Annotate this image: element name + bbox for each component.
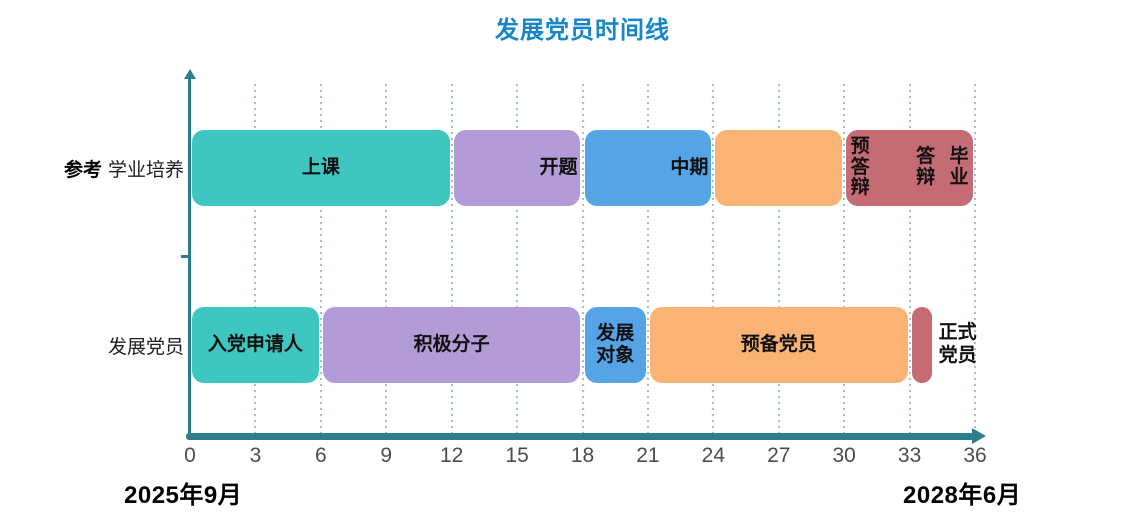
x-tick-label: 24 [701,444,725,467]
x-tick-label: 6 [314,444,327,467]
milestone-label: 毕业 [949,146,969,188]
end-date-label: 2028年6月 [903,482,1022,509]
gridline [385,84,388,434]
timeline-bar: 预备党员 [649,307,908,383]
gridline [516,84,519,434]
gridline [974,84,976,434]
x-tick-label: 36 [963,444,987,467]
gridline [777,84,780,434]
x-tick-label: 9 [380,444,393,467]
x-tick-label: 0 [184,444,196,467]
timeline-bar [715,130,843,206]
timeline-bar: 上课 [192,130,450,206]
x-axis-arrow [972,428,986,444]
bar-label-outside: 正式党员 [938,322,977,366]
timeline-bar: 入党申请人 [192,307,319,383]
gridline [843,84,846,434]
row-label-academic: 参考 学业培养 [0,130,184,206]
bar-label: 中期 [670,157,709,179]
chart-title: 发展党员时间线 [495,17,670,44]
x-tick-label: 12 [439,444,464,467]
gridline [254,84,257,434]
y-axis-tick [181,255,189,258]
x-tick-label: 21 [636,444,660,467]
timeline-bar: 发展对象 [584,307,646,383]
gridline [319,84,322,434]
row-label-text: 学业培养 [107,159,184,181]
x-tick-label: 30 [832,444,856,467]
y-axis [188,78,191,437]
row-label-prefix: 参考 [63,159,102,181]
bar-label: 预备党员 [740,334,817,356]
bar-label: 入党申请人 [207,334,303,356]
bar-label: 发展对象 [596,323,635,366]
start-date-label: 2025年9月 [124,482,243,509]
timeline-bar: 开题 [453,130,581,206]
gridline [581,84,584,434]
timeline-bar [846,130,973,206]
x-axis [186,433,974,440]
bar-label: 上课 [301,157,340,179]
row-label-text: 发展党员 [107,336,184,358]
gridline [646,84,649,434]
y-axis-arrow [184,69,196,79]
x-tick-label: 33 [897,444,922,467]
x-tick-label: 27 [767,444,791,467]
milestone-label: 答辩 [916,146,936,188]
gridline [712,84,715,434]
row-label-party: 发展党员 [0,307,184,383]
bar-label: 积极分子 [413,334,490,356]
bar-label: 开题 [539,157,578,179]
gridline [450,84,453,434]
gridline [908,84,911,434]
milestone-label: 预答辩 [850,136,870,199]
x-tick-label: 18 [570,444,595,467]
timeline-bar: 中期 [584,130,712,206]
x-tick-label: 3 [249,444,262,467]
x-tick-label: 15 [505,444,529,467]
timeline-bar [911,307,932,383]
timeline-bar: 积极分子 [322,307,581,383]
